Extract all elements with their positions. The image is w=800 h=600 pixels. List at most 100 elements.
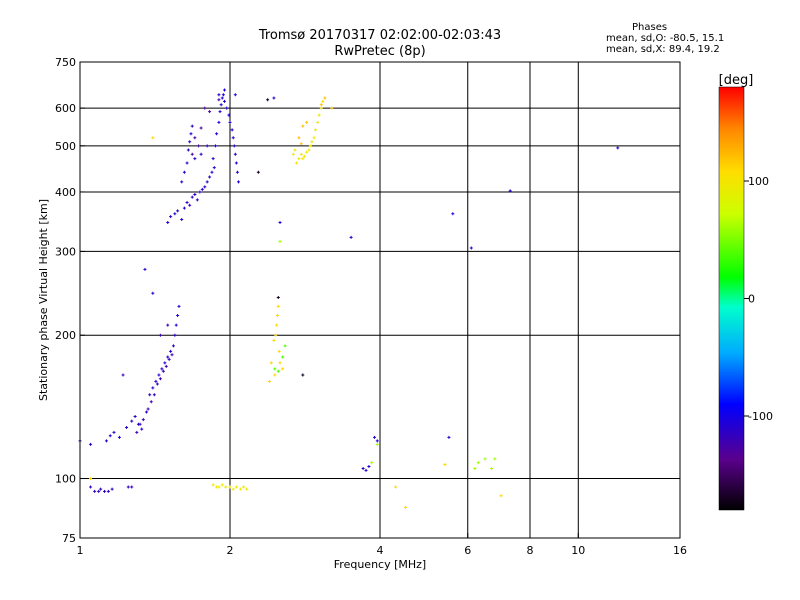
data-point bbox=[302, 154, 306, 158]
colorbar-tick-label: -100 bbox=[748, 410, 773, 423]
data-point bbox=[225, 106, 229, 110]
data-point bbox=[220, 483, 224, 487]
data-point bbox=[224, 485, 228, 489]
data-point bbox=[499, 494, 503, 498]
data-point bbox=[157, 373, 161, 377]
data-point bbox=[164, 364, 168, 368]
data-point bbox=[203, 185, 207, 189]
data-point bbox=[245, 487, 249, 491]
grid-lines bbox=[80, 62, 680, 538]
x-tick-label: 10 bbox=[571, 544, 585, 557]
data-point bbox=[190, 152, 194, 156]
data-point bbox=[180, 180, 184, 184]
data-point bbox=[182, 206, 186, 210]
data-point bbox=[154, 379, 158, 383]
phase-x-stats: mean, sd,X: 89.4, 19.2 bbox=[606, 44, 720, 55]
data-point bbox=[508, 189, 512, 193]
colorbar-tick-label: 100 bbox=[748, 175, 769, 188]
data-point bbox=[236, 180, 240, 184]
data-point bbox=[275, 323, 279, 327]
data-point bbox=[149, 400, 153, 404]
data-point bbox=[316, 120, 320, 124]
data-point bbox=[188, 140, 192, 144]
data-point bbox=[310, 140, 314, 144]
data-point bbox=[256, 170, 260, 174]
colorbar-tick-label: 0 bbox=[748, 293, 755, 306]
data-point bbox=[211, 157, 215, 161]
data-point bbox=[155, 382, 159, 386]
data-point bbox=[283, 344, 287, 348]
data-point bbox=[375, 439, 379, 443]
data-point bbox=[89, 477, 93, 481]
data-point bbox=[199, 152, 203, 156]
y-axis-ticks: 75 100 200 300 400 500 600 750 bbox=[55, 56, 85, 545]
phase-o-stats: mean, sd,O: -80.5, 15.1 bbox=[606, 33, 725, 44]
data-point bbox=[278, 361, 282, 365]
chart-subtitle: RwPretec (8p) bbox=[334, 44, 426, 59]
data-point bbox=[190, 124, 194, 128]
data-point bbox=[274, 333, 278, 337]
chart-title: Tromsø 20170317 02:02:00-02:03:43 bbox=[258, 28, 502, 43]
data-point bbox=[266, 98, 270, 102]
data-point bbox=[301, 157, 305, 161]
y-tick-label: 400 bbox=[55, 186, 76, 199]
data-point bbox=[394, 485, 398, 489]
data-point bbox=[185, 201, 189, 205]
data-point bbox=[217, 485, 221, 489]
data-point bbox=[205, 180, 209, 184]
data-point bbox=[373, 435, 377, 439]
data-point bbox=[278, 239, 282, 243]
data-point bbox=[278, 221, 282, 225]
data-point bbox=[227, 113, 231, 117]
phase-summary: Phases mean, sd,O: -80.5, 15.1 mean, sd,… bbox=[606, 22, 796, 55]
data-point bbox=[99, 487, 103, 491]
data-point bbox=[135, 430, 139, 434]
data-point bbox=[493, 457, 497, 461]
x-axis-label: Frequency [MHz] bbox=[334, 558, 426, 571]
data-point bbox=[198, 190, 202, 194]
data-point bbox=[130, 485, 134, 489]
data-point bbox=[211, 483, 215, 487]
data-point bbox=[297, 157, 301, 161]
data-point bbox=[97, 489, 101, 493]
data-point bbox=[273, 367, 277, 371]
data-point bbox=[330, 106, 334, 110]
data-point bbox=[473, 466, 477, 470]
data-point bbox=[349, 235, 353, 239]
x-tick-label: 8 bbox=[527, 544, 534, 557]
y-tick-label: 100 bbox=[55, 473, 76, 486]
data-point bbox=[277, 349, 281, 353]
data-point bbox=[223, 99, 227, 103]
data-point bbox=[234, 161, 238, 165]
data-point bbox=[169, 215, 173, 219]
data-point bbox=[143, 267, 147, 271]
data-point bbox=[167, 357, 171, 361]
data-point bbox=[308, 144, 312, 148]
data-point bbox=[151, 136, 155, 140]
data-point bbox=[305, 150, 309, 154]
data-point bbox=[213, 144, 217, 148]
data-point bbox=[312, 136, 316, 140]
data-point bbox=[185, 161, 189, 165]
data-point bbox=[104, 439, 108, 443]
data-point bbox=[160, 367, 164, 371]
data-point bbox=[490, 466, 494, 470]
data-point bbox=[188, 203, 192, 207]
data-point bbox=[121, 373, 125, 377]
data-point bbox=[232, 144, 236, 148]
data-point bbox=[217, 93, 221, 97]
data-point bbox=[364, 468, 368, 472]
data-point bbox=[469, 246, 473, 250]
data-point bbox=[195, 198, 199, 202]
data-point bbox=[106, 489, 110, 493]
phase-heading: Phases bbox=[632, 22, 668, 33]
y-tick-label: 600 bbox=[55, 102, 76, 115]
data-point bbox=[297, 136, 301, 140]
data-point bbox=[233, 152, 237, 156]
data-point bbox=[174, 323, 178, 327]
data-point bbox=[208, 110, 212, 114]
colorbar-label: [deg] bbox=[719, 73, 754, 88]
colorbar-ticks: 100 0 -100 bbox=[744, 175, 773, 423]
data-point bbox=[281, 355, 285, 359]
data-point bbox=[299, 142, 303, 146]
